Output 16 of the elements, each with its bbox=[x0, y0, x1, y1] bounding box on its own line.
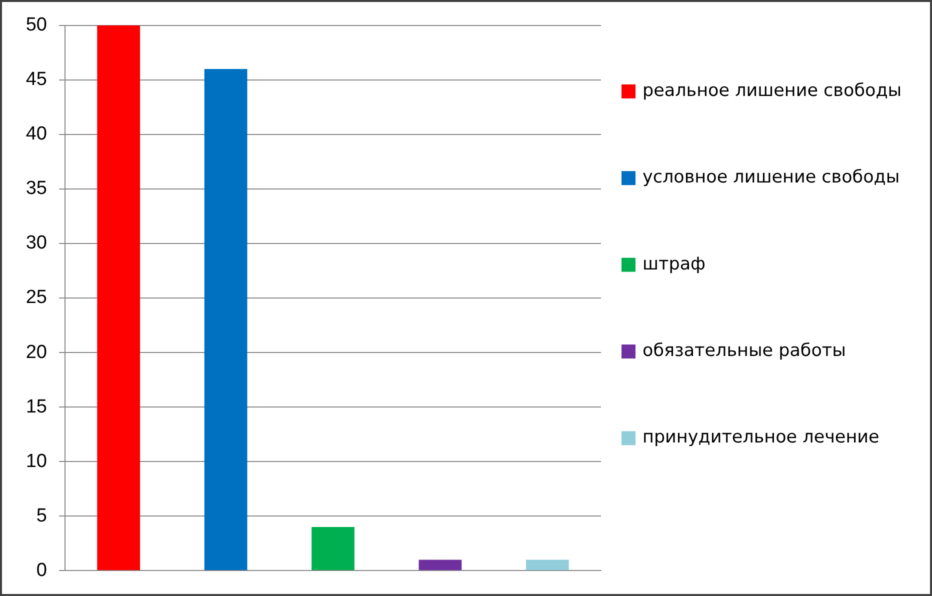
y-tick-label: 25 bbox=[26, 287, 47, 308]
y-tick-label: 45 bbox=[26, 69, 47, 90]
y-tick-label: 50 bbox=[26, 14, 47, 36]
legend-label: условное лишение свободы bbox=[642, 168, 900, 188]
legend-label: принудительное лечение bbox=[642, 428, 880, 448]
y-tick-label: 15 bbox=[26, 396, 47, 418]
y-tick-label: 35 bbox=[26, 178, 47, 200]
legend-label: реальное лишение свободы bbox=[642, 80, 902, 101]
y-tick-label: 30 bbox=[26, 232, 47, 254]
legend-label: обязательные работы bbox=[642, 341, 846, 362]
y-tick-label: 20 bbox=[26, 342, 47, 363]
y-tick-label: 10 bbox=[26, 450, 47, 472]
legend-label: штраф bbox=[642, 254, 706, 274]
y-tick-label: 40 bbox=[26, 124, 47, 145]
y-tick-label: 5 bbox=[36, 505, 47, 526]
y-tick-label: 0 bbox=[36, 560, 47, 581]
